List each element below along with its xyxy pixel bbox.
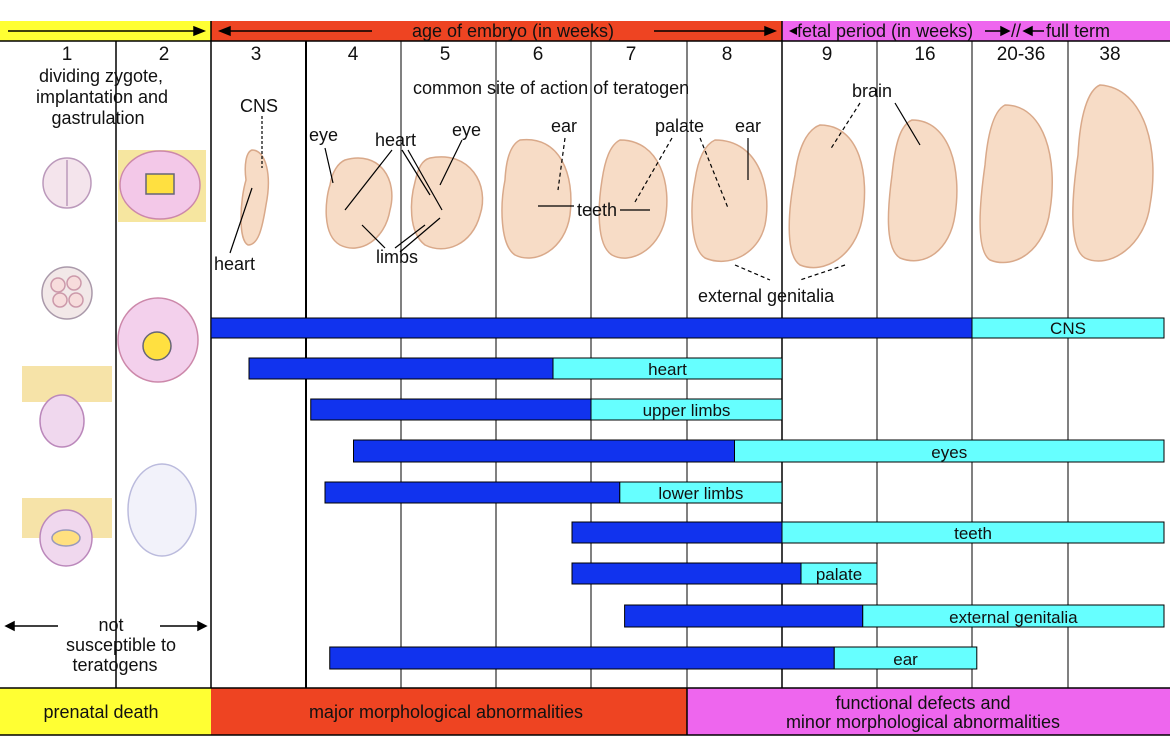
bar-label-cns: CNS	[1050, 319, 1086, 338]
bar-external-genitalia-less-sensitive	[862, 604, 1165, 628]
footer-major-abnormalities	[211, 688, 687, 735]
footer-functional-line1: functional defects and	[835, 693, 1010, 713]
annotation-heart-upper: heart	[375, 130, 416, 150]
week-label: 8	[722, 44, 733, 65]
footer-functional-line2: minor morphological abnormalities	[786, 712, 1060, 732]
bar-teeth-less-sensitive	[781, 521, 1165, 544]
embryo-arrow	[217, 25, 778, 37]
bar-ear-less-sensitive	[833, 646, 978, 670]
zygote-text-line3: gastrulation	[51, 108, 144, 128]
week-label: 20-36	[997, 44, 1046, 65]
fetal-arrow-right	[985, 25, 1011, 37]
header-fullterm-label: full term	[1046, 21, 1110, 41]
bar-external-genitalia-highly-sensitive	[624, 604, 864, 628]
annotation-heart-lower: heart	[214, 254, 255, 274]
preembryo-arrow	[8, 25, 207, 37]
footer-major-label: major morphological abnormalities	[309, 702, 583, 722]
week-label: 3	[251, 44, 262, 65]
header-fetal	[782, 21, 1170, 41]
sensitivity-bars: CNS heart upper limbs eyes lower limbs teeth p…	[210, 317, 1165, 670]
header-fetal-label: fetal period (in weeks)	[797, 21, 973, 41]
bar-teeth-highly-sensitive	[571, 521, 783, 544]
week-labels: 1 2 3 4 5 6 7 8 9 16 20-36 38	[62, 44, 1121, 65]
week-label: 4	[348, 44, 359, 65]
bar-label-heart: heart	[648, 360, 687, 379]
week-label: 2	[159, 44, 170, 65]
bar-label-palate: palate	[816, 565, 862, 584]
bar-palate-less-sensitive	[800, 562, 878, 585]
week-label: 16	[914, 44, 935, 65]
bar-heart-less-sensitive	[552, 357, 783, 380]
bar-ear-highly-sensitive	[329, 646, 835, 670]
footer-prenatal-label: prenatal death	[43, 702, 158, 722]
annotation-common-site: common site of action of teratogen	[413, 78, 689, 98]
not-susceptible-line3: teratogens	[72, 655, 157, 675]
week-label: 38	[1099, 44, 1120, 65]
annotation-eye-left: eye	[309, 125, 338, 145]
week-label: 7	[626, 44, 637, 65]
bar-eyes-highly-sensitive	[353, 439, 735, 463]
annotation-palate: palate	[655, 116, 704, 136]
header-embryo-label: age of embryo (in weeks)	[412, 21, 614, 41]
header-break-mark: //	[1011, 21, 1021, 41]
bar-label-eyes: eyes	[931, 443, 967, 462]
bar-label-teeth: teeth	[954, 524, 992, 543]
not-susceptible-arrows	[4, 620, 208, 632]
bar-lower-limbs-less-sensitive	[619, 481, 783, 504]
week-label: 5	[440, 44, 451, 65]
footer-functional-defects	[687, 688, 1170, 735]
leader-lines	[229, 102, 921, 281]
bar-label-ear: ear	[893, 650, 918, 669]
week-label: 9	[822, 44, 833, 65]
bar-upper-limbs-highly-sensitive	[310, 398, 592, 421]
bar-heart-highly-sensitive	[248, 357, 554, 380]
zygote-text-line2: implantation and	[36, 87, 168, 107]
bar-cns-highly-sensitive	[210, 317, 973, 339]
bar-lower-limbs-highly-sensitive	[324, 481, 621, 504]
annotation-eye-right: eye	[452, 120, 481, 140]
week-label: 1	[62, 44, 73, 65]
annotation-brain: brain	[852, 81, 892, 101]
annotation-teeth: teeth	[577, 200, 617, 220]
zygote-text-line1: dividing zygote,	[39, 66, 163, 86]
annotation-limbs: limbs	[376, 247, 418, 267]
annotation-ear-right: ear	[735, 116, 761, 136]
bar-label-external-genitalia: external genitalia	[949, 608, 1078, 627]
bar-cns-less-sensitive	[971, 317, 1165, 339]
footer-prenatal-death	[0, 688, 211, 735]
annotation-cns: CNS	[240, 96, 278, 116]
bar-label-lower-limbs: lower limbs	[658, 484, 743, 503]
bar-palate-highly-sensitive	[571, 562, 802, 585]
fetus-illustrations	[240, 84, 1154, 269]
annotation-ear-left: ear	[551, 116, 577, 136]
fullterm-arrow	[1022, 25, 1044, 37]
header-embryonic	[211, 21, 782, 41]
zygote-illustrations	[22, 150, 206, 567]
not-susceptible-line1: not	[98, 615, 123, 635]
annotation-external-genitalia: external genitalia	[698, 286, 835, 306]
not-susceptible-line2: susceptible to	[66, 635, 176, 655]
fetal-arrow-left	[789, 27, 797, 35]
bar-eyes-less-sensitive	[734, 439, 1165, 463]
bar-upper-limbs-less-sensitive	[590, 398, 783, 421]
week-label: 6	[533, 44, 544, 65]
bar-label-upper-limbs: upper limbs	[643, 401, 731, 420]
